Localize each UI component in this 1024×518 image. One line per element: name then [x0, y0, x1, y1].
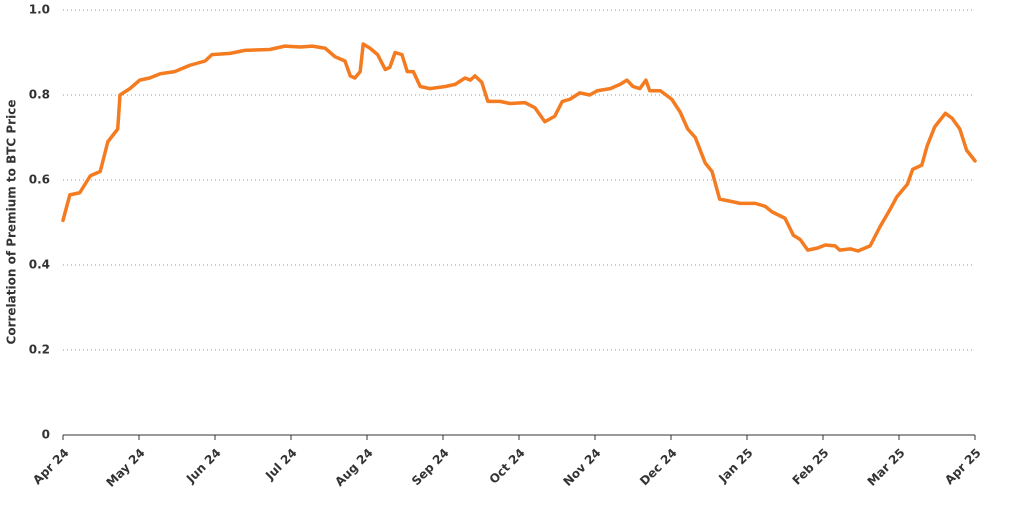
x-tick-label: Feb 25 — [790, 446, 832, 488]
y-axis-label: Correlation of Premium to BTC Price — [5, 100, 19, 345]
y-tick-label: 0.2 — [29, 343, 50, 357]
y-tick-label: 0 — [42, 428, 50, 442]
x-tick-label: Nov 24 — [560, 446, 603, 489]
y-tick-label: 0.4 — [29, 258, 50, 272]
x-tick-label: Jul 24 — [262, 446, 299, 483]
y-tick-label: 1.0 — [29, 3, 50, 17]
x-tick-label: Mar 25 — [865, 446, 908, 489]
x-tick-label: Apr 24 — [30, 446, 71, 487]
x-tick-label: Apr 25 — [942, 446, 983, 487]
x-tick-label: Aug 24 — [332, 446, 375, 489]
data-line — [61, 42, 977, 253]
x-tick-label: May 24 — [103, 446, 147, 490]
y-tick-label: 0.6 — [29, 173, 50, 187]
y-tick-label: 0.8 — [29, 88, 50, 102]
x-tick-label: Jun 24 — [183, 446, 224, 487]
x-tick-label: Jan 25 — [715, 446, 755, 486]
x-tick-label: Dec 24 — [637, 446, 679, 488]
x-tick-label: Oct 24 — [487, 446, 528, 487]
x-tick-label: Sep 24 — [409, 446, 452, 489]
